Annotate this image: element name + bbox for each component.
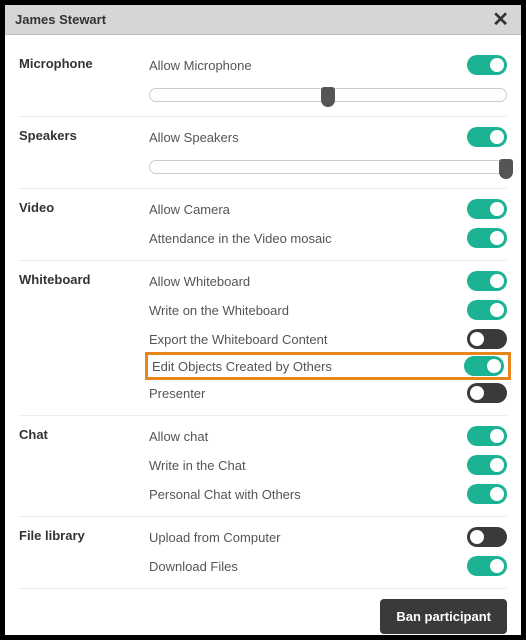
section-label-file-library: File library bbox=[19, 523, 149, 543]
toggle-upload[interactable] bbox=[467, 527, 507, 547]
dialog-titlebar: James Stewart ✕ bbox=[5, 5, 521, 35]
section-speakers: Speakers Allow Speakers bbox=[19, 117, 507, 189]
toggle-personal-chat[interactable] bbox=[467, 484, 507, 504]
participant-settings-dialog: James Stewart ✕ Microphone Allow Microph… bbox=[0, 0, 526, 640]
toggle-video-mosaic[interactable] bbox=[467, 228, 507, 248]
option-allow-chat-label: Allow chat bbox=[149, 429, 467, 444]
section-video: Video Allow Camera Attendance in the Vid… bbox=[19, 189, 507, 261]
dialog-title: James Stewart bbox=[15, 12, 488, 27]
toggle-presenter[interactable] bbox=[467, 383, 507, 403]
toggle-edit-objects[interactable] bbox=[464, 356, 504, 376]
toggle-allow-whiteboard[interactable] bbox=[467, 271, 507, 291]
option-write-whiteboard-label: Write on the Whiteboard bbox=[149, 303, 467, 318]
toggle-allow-speakers[interactable] bbox=[467, 127, 507, 147]
toggle-allow-camera[interactable] bbox=[467, 199, 507, 219]
ban-participant-button[interactable]: Ban participant bbox=[380, 599, 507, 634]
section-microphone: Microphone Allow Microphone bbox=[19, 45, 507, 117]
option-edit-objects-label: Edit Objects Created by Others bbox=[152, 359, 464, 374]
highlighted-option-edit-objects: Edit Objects Created by Others bbox=[145, 352, 511, 380]
speakers-volume-slider[interactable] bbox=[149, 160, 507, 174]
option-export-whiteboard-label: Export the Whiteboard Content bbox=[149, 332, 467, 347]
section-label-chat: Chat bbox=[19, 422, 149, 442]
speakers-volume-thumb[interactable] bbox=[499, 159, 513, 179]
close-icon[interactable]: ✕ bbox=[488, 10, 513, 30]
toggle-write-chat[interactable] bbox=[467, 455, 507, 475]
option-upload-label: Upload from Computer bbox=[149, 530, 467, 545]
section-chat: Chat Allow chat Write in the Chat Person… bbox=[19, 416, 507, 517]
microphone-volume-slider[interactable] bbox=[149, 88, 507, 102]
section-file-library: File library Upload from Computer Downlo… bbox=[19, 517, 507, 589]
toggle-export-whiteboard[interactable] bbox=[467, 329, 507, 349]
option-write-chat-label: Write in the Chat bbox=[149, 458, 467, 473]
section-label-microphone: Microphone bbox=[19, 51, 149, 71]
option-allow-whiteboard-label: Allow Whiteboard bbox=[149, 274, 467, 289]
toggle-allow-microphone[interactable] bbox=[467, 55, 507, 75]
section-label-speakers: Speakers bbox=[19, 123, 149, 143]
dialog-footer: Ban participant bbox=[19, 589, 507, 634]
section-label-video: Video bbox=[19, 195, 149, 215]
dialog-body: Microphone Allow Microphone Speake bbox=[5, 35, 521, 635]
microphone-volume-thumb[interactable] bbox=[321, 87, 335, 107]
section-whiteboard: Whiteboard Allow Whiteboard Write on the… bbox=[19, 261, 507, 416]
toggle-allow-chat[interactable] bbox=[467, 426, 507, 446]
option-download-label: Download Files bbox=[149, 559, 467, 574]
toggle-download[interactable] bbox=[467, 556, 507, 576]
section-label-whiteboard: Whiteboard bbox=[19, 267, 149, 287]
option-personal-chat-label: Personal Chat with Others bbox=[149, 487, 467, 502]
option-allow-camera-label: Allow Camera bbox=[149, 202, 467, 217]
option-allow-speakers-label: Allow Speakers bbox=[149, 130, 467, 145]
option-video-mosaic-label: Attendance in the Video mosaic bbox=[149, 231, 467, 246]
option-presenter-label: Presenter bbox=[149, 386, 467, 401]
option-allow-microphone-label: Allow Microphone bbox=[149, 58, 467, 73]
toggle-write-whiteboard[interactable] bbox=[467, 300, 507, 320]
